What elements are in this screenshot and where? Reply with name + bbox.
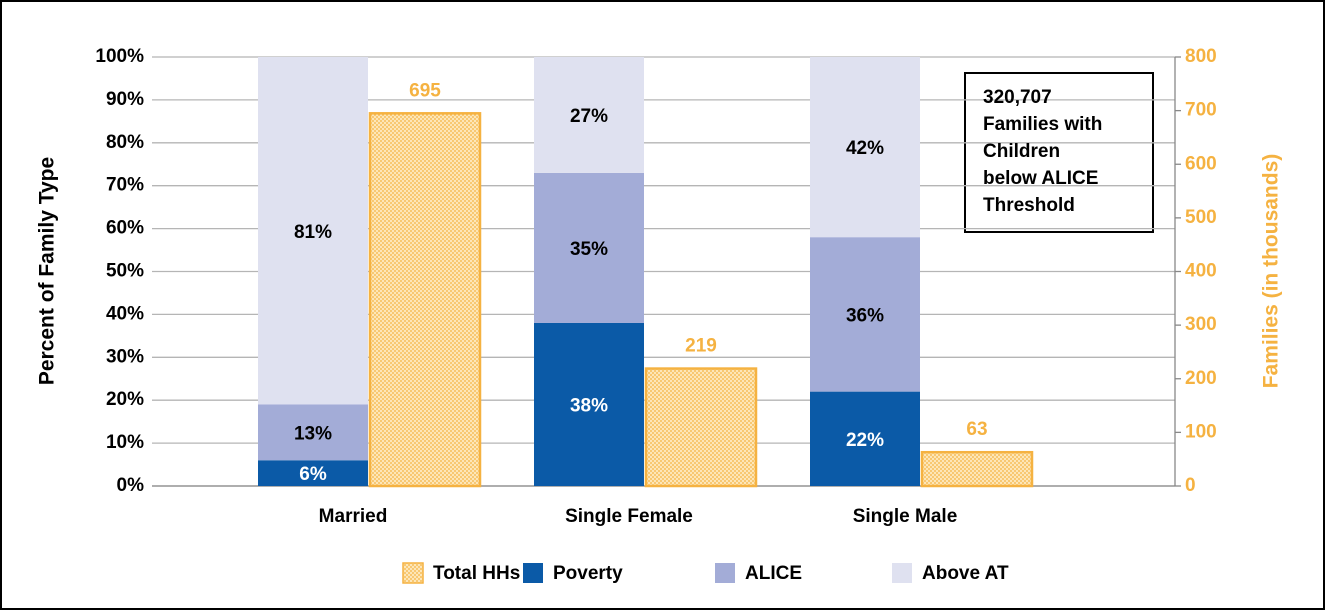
stack-bar bbox=[534, 172, 644, 323]
y-tick-label: 10% bbox=[106, 432, 144, 453]
y2-tick-label: 600 bbox=[1185, 153, 1217, 174]
value-label: 42% bbox=[846, 138, 884, 159]
legend-swatch bbox=[892, 563, 912, 583]
annotation-line: below ALICE bbox=[983, 168, 1098, 189]
total-bar bbox=[368, 112, 482, 488]
annotation-line: Families with bbox=[983, 114, 1102, 135]
y-tick-label: 0% bbox=[117, 475, 145, 496]
y-tick-label: 70% bbox=[106, 175, 144, 196]
stack-bar bbox=[810, 391, 920, 486]
y2-tick-label: 0 bbox=[1185, 475, 1196, 496]
y-tick-label: 40% bbox=[106, 303, 144, 324]
y-axis-title: Percent of Family Type bbox=[36, 157, 59, 385]
y-tick-label: 50% bbox=[106, 261, 144, 282]
legend-label: Total HHs bbox=[433, 563, 520, 584]
legend-swatch bbox=[715, 563, 735, 583]
stack-bar bbox=[258, 404, 368, 461]
y-tick-label: 30% bbox=[106, 346, 144, 367]
y2-tick-label: 500 bbox=[1185, 207, 1217, 228]
legend-label: Poverty bbox=[553, 563, 623, 584]
y2-tick-label: 800 bbox=[1185, 46, 1217, 67]
y-tick-label: 100% bbox=[95, 46, 144, 67]
y2-tick-label: 100 bbox=[1185, 421, 1217, 442]
legend-swatch bbox=[523, 563, 543, 583]
y-tick-label: 80% bbox=[106, 132, 144, 153]
y-tick-label: 90% bbox=[106, 89, 144, 110]
x-tick-label: Single Male bbox=[853, 506, 958, 527]
annotation-line: Children bbox=[983, 141, 1060, 162]
value-label: 13% bbox=[294, 423, 332, 444]
value-label: 36% bbox=[846, 305, 884, 326]
annotation-line: Threshold bbox=[983, 195, 1075, 216]
y2-tick-label: 700 bbox=[1185, 100, 1217, 121]
stack-bar bbox=[534, 322, 644, 486]
value-label: 35% bbox=[570, 239, 608, 260]
y2-tick-label: 300 bbox=[1185, 314, 1217, 335]
x-tick-label: Married bbox=[319, 506, 388, 527]
stack-bar bbox=[258, 57, 368, 405]
stack-bar bbox=[534, 57, 644, 173]
annotation-line: 320,707 bbox=[983, 87, 1052, 108]
value-label: 219 bbox=[685, 336, 717, 357]
annotation: 320,707 Families with Children below ALICE T… bbox=[983, 87, 1102, 216]
x-tick-label: Single Female bbox=[565, 506, 693, 527]
value-label: 63 bbox=[966, 419, 987, 440]
legend-swatch bbox=[402, 562, 424, 584]
legend-label: ALICE bbox=[745, 563, 802, 584]
stack-bar bbox=[810, 57, 920, 238]
y2-tick-label: 200 bbox=[1185, 368, 1217, 389]
value-label: 81% bbox=[294, 222, 332, 243]
value-label: 27% bbox=[570, 106, 608, 127]
value-label: 695 bbox=[409, 80, 441, 101]
total-bar bbox=[644, 367, 758, 488]
value-label: 6% bbox=[299, 464, 327, 485]
y-tick-label: 60% bbox=[106, 218, 144, 239]
value-label: 22% bbox=[846, 430, 884, 451]
y-tick-label: 20% bbox=[106, 389, 144, 410]
stack-bar bbox=[810, 237, 920, 392]
value-label: 38% bbox=[570, 396, 608, 417]
total-bar bbox=[920, 450, 1034, 488]
stack-bar bbox=[258, 460, 368, 486]
y2-tick-label: 400 bbox=[1185, 261, 1217, 282]
y2-axis-title: Families (in thousands) bbox=[1260, 154, 1283, 389]
legend-label: Above AT bbox=[922, 563, 1009, 584]
